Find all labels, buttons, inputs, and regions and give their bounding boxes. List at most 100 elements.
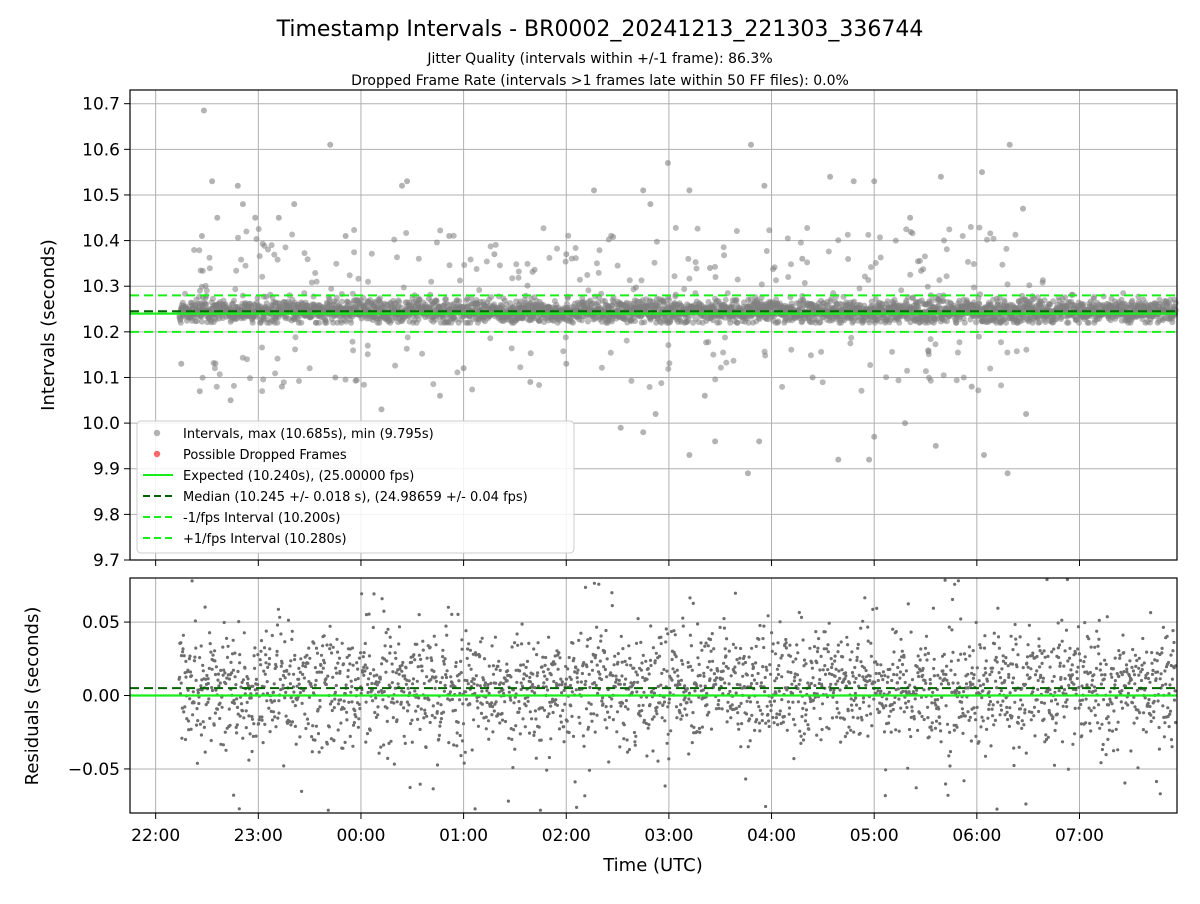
- residual-point: [631, 691, 634, 694]
- interval-outlier-point: [907, 272, 913, 278]
- residual-point: [271, 634, 274, 637]
- residual-point: [294, 725, 297, 728]
- interval-outlier-point: [627, 277, 633, 283]
- residual-point: [247, 684, 250, 687]
- residual-point: [190, 728, 193, 731]
- interval-outlier-point: [710, 352, 716, 358]
- interval-outlier-point: [987, 230, 993, 236]
- residual-point: [533, 691, 536, 694]
- interval-outlier-point: [954, 377, 960, 383]
- residual-point: [424, 712, 427, 715]
- residual-point: [435, 680, 438, 683]
- residual-point: [359, 651, 362, 654]
- residual-point: [242, 678, 245, 681]
- residual-point: [209, 651, 212, 654]
- residual-point: [289, 659, 292, 662]
- residual-point: [195, 724, 198, 727]
- residual-point: [343, 707, 346, 710]
- residual-point: [236, 670, 239, 673]
- residual-point: [557, 651, 560, 654]
- residual-point: [467, 682, 470, 685]
- interval-outlier-point: [275, 356, 281, 362]
- interval-outlier-point: [818, 349, 824, 355]
- residual-point: [421, 640, 424, 643]
- interval-outlier-point: [563, 361, 569, 367]
- residual-point: [182, 634, 185, 637]
- residual-point: [475, 674, 478, 677]
- residual-point: [356, 668, 359, 671]
- residual-point: [489, 682, 492, 685]
- residual-point: [416, 680, 419, 683]
- residual-point: [519, 664, 522, 667]
- residual-point: [432, 670, 435, 673]
- residual-point: [492, 664, 495, 667]
- residual-point: [599, 660, 602, 663]
- interval-outlier-point: [665, 160, 671, 166]
- residual-point: [229, 661, 232, 664]
- residual-point: [221, 646, 224, 649]
- residual-point: [498, 721, 501, 724]
- residual-point: [588, 673, 591, 676]
- residual-point: [354, 715, 357, 718]
- interval-outlier-point: [761, 183, 767, 189]
- residual-point: [616, 661, 619, 664]
- top-y-tick-label: 10.3: [82, 277, 120, 297]
- residual-point: [199, 684, 202, 687]
- residual-point: [584, 586, 587, 589]
- residual-point: [291, 720, 294, 723]
- interval-point: [723, 297, 729, 303]
- residual-point: [349, 691, 352, 694]
- residual-point: [292, 673, 295, 676]
- residual-point: [422, 649, 425, 652]
- interval-outlier-point: [933, 341, 939, 347]
- residual-point: [336, 662, 339, 665]
- residual-point: [290, 638, 293, 641]
- residual-point: [386, 706, 389, 709]
- residual-point: [615, 730, 618, 733]
- residual-point: [183, 654, 186, 657]
- interval-outlier-point: [826, 249, 832, 255]
- residual-point: [468, 703, 471, 706]
- residual-point: [260, 715, 263, 718]
- residual-point: [602, 665, 605, 668]
- interval-outlier-point: [653, 411, 659, 417]
- residual-point: [180, 682, 183, 685]
- legend-label: +1/fps Interval (10.280s): [183, 532, 347, 547]
- top-x-ticks: [156, 560, 1080, 566]
- residual-point: [493, 709, 496, 712]
- residual-point: [423, 682, 426, 685]
- interval-outlier-point: [640, 187, 646, 193]
- residual-point: [568, 731, 571, 734]
- residual-point: [289, 723, 292, 726]
- interval-outlier-point: [835, 237, 841, 243]
- interval-outlier-point: [639, 277, 645, 283]
- residual-point: [184, 660, 187, 663]
- residual-point: [570, 715, 573, 718]
- residual-point: [208, 631, 211, 634]
- interval-outlier-point: [845, 256, 851, 262]
- residual-point: [226, 656, 229, 659]
- interval-outlier-point: [820, 379, 826, 385]
- residual-point: [277, 608, 280, 611]
- residual-point: [400, 701, 403, 704]
- residual-point: [517, 711, 520, 714]
- residual-point: [529, 710, 532, 713]
- residual-point: [499, 681, 502, 684]
- residual-point: [179, 641, 182, 644]
- residual-point: [378, 752, 381, 755]
- residual-point: [265, 630, 268, 633]
- residual-point: [604, 718, 607, 721]
- residual-point: [525, 666, 528, 669]
- residual-point: [371, 699, 374, 702]
- residual-point: [400, 670, 403, 673]
- interval-outlier-point: [351, 249, 357, 255]
- residual-point: [419, 658, 422, 661]
- interval-outlier-point: [243, 263, 249, 269]
- interval-outlier-point: [238, 257, 244, 263]
- residual-point: [318, 751, 321, 754]
- residual-point: [330, 700, 333, 703]
- residual-point: [358, 657, 361, 660]
- interval-outlier-point: [260, 241, 266, 247]
- residual-point: [348, 662, 351, 665]
- residual-point: [208, 717, 211, 720]
